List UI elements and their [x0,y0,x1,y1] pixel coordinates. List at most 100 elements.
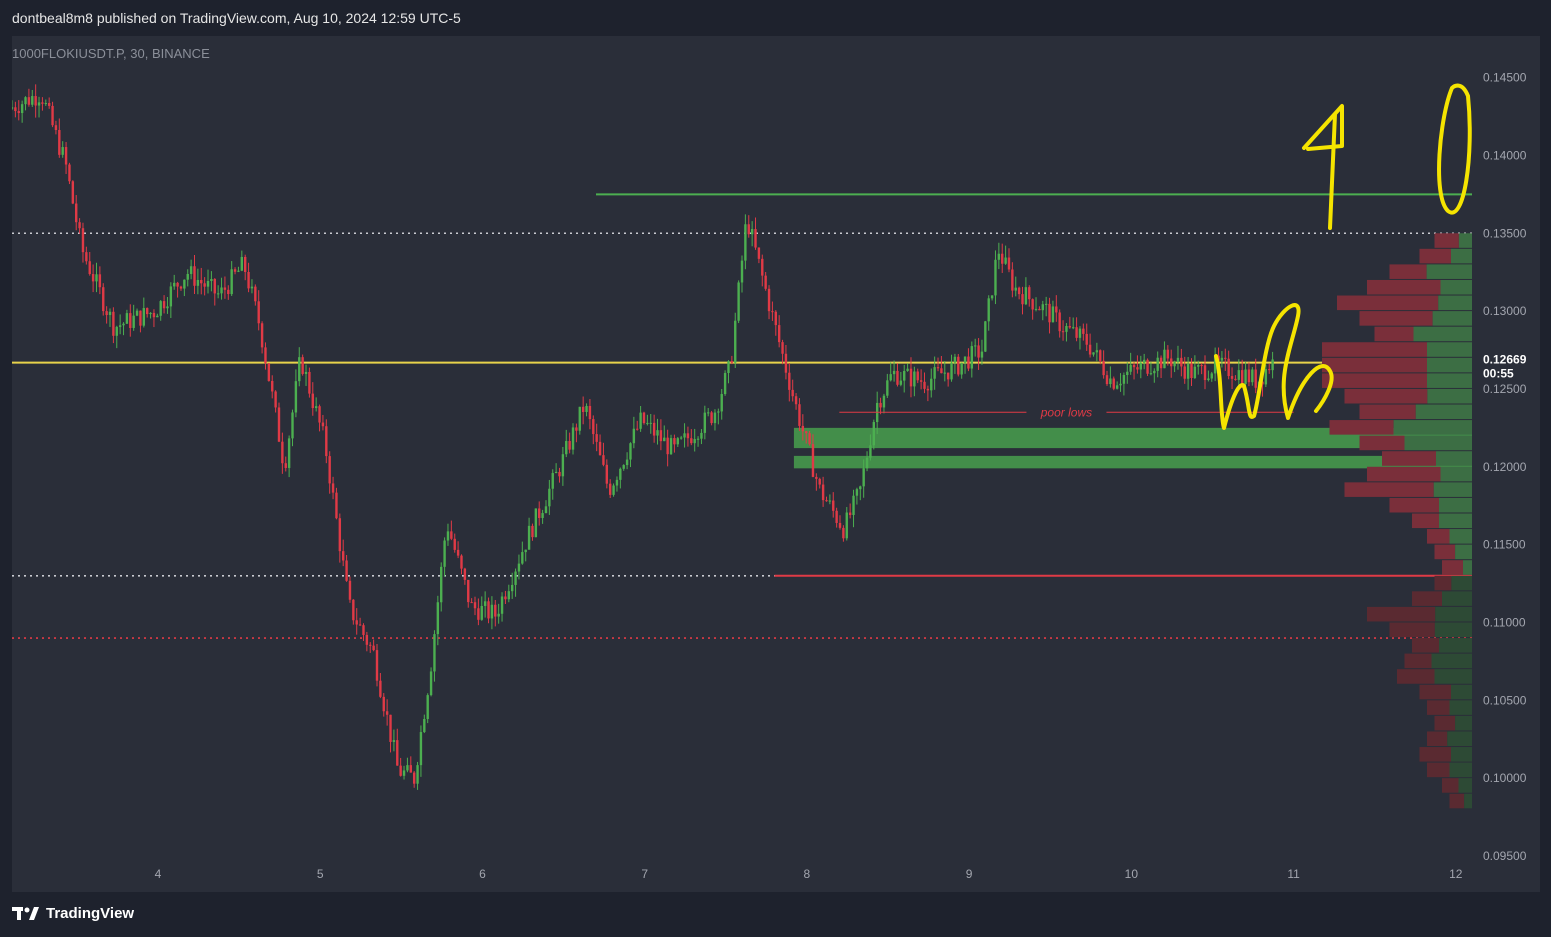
candle-body [625,459,629,466]
volume-profile-buy [1442,591,1472,606]
candle-body [206,280,210,287]
candle-body [761,258,764,276]
volume-profile-sell [1322,357,1427,373]
volume-profile-buy [1427,388,1472,404]
candle-body [145,308,149,315]
candle-body [1244,369,1247,385]
candle-body [558,471,561,477]
candle-body [717,411,720,413]
candle-body [872,422,876,446]
candle-body [906,368,909,371]
candle-body [659,430,663,442]
volume-profile-buy [1449,529,1472,544]
candle-body [115,326,118,336]
volume-profile-sell [1419,747,1451,762]
volume-profile-sell [1329,420,1394,435]
candle-body [977,345,980,358]
candle-body [524,549,527,553]
time-tick-label: 4 [155,867,162,881]
candle-body [953,356,957,363]
volume-profile-buy [1455,544,1472,560]
candle-body [34,96,37,106]
volume-profile-sell [1344,482,1434,497]
candle-body [1136,367,1139,370]
candle-body [1146,359,1149,374]
candle-body [291,412,294,439]
candle-body [865,457,869,469]
demand-zone-2 [793,455,1472,469]
candle-body [548,488,551,507]
candle-body [237,270,240,272]
candle-body [578,406,581,431]
volume-profile-sell [1412,638,1439,653]
candle-body [777,325,781,343]
candle-body [629,443,632,460]
candle-body [1170,358,1173,367]
candle-body [362,625,365,635]
volume-profile-sell [1397,669,1435,684]
candle-body [321,422,325,427]
candle-body [149,312,152,315]
candle-body [835,510,838,523]
volume-profile-sell [1389,497,1439,513]
candle-body [828,500,832,502]
candle-body [379,680,382,697]
price-chart[interactable]: poor lows 0.145000.140000.135000.130000.… [12,36,1540,892]
candle-body [605,464,609,484]
candle-body [707,412,710,414]
candle-body [565,441,568,455]
candle-body [85,252,88,262]
candle-body [1024,287,1028,305]
candle-body [652,422,656,436]
candle-body [771,311,774,313]
candle-body [869,445,872,458]
candle-body [734,320,737,363]
candle-body [683,433,686,438]
chart-pane[interactable]: poor lows 0.14500 0.14000 0.13500 0.13000 0.… [12,36,1540,892]
candle-body [105,311,108,316]
volume-profile-buy [1413,326,1472,342]
volume-profile-sell [1337,295,1439,311]
candle-body [1200,365,1203,367]
volume-profile-sell [1389,622,1435,638]
footer-brand[interactable]: TradingView [12,900,134,928]
volume-profile-sell [1419,248,1451,264]
tradingview-logo-icon [12,907,39,920]
candle-body [973,345,977,347]
candle-body [152,312,156,318]
candle-body [723,373,727,395]
candle-body [791,389,794,397]
candle-body [264,347,267,364]
candle-body [443,540,446,567]
candle-body [20,104,24,114]
candle-body [108,311,112,316]
volume-profile-sell [1359,404,1416,420]
volume-profile-buy [1464,793,1472,809]
price-tick-label: 0.13000 [1483,304,1527,318]
candle-body [24,97,27,105]
candle-body [429,671,433,696]
candle-body [669,438,673,455]
candle-body [1017,287,1021,295]
candle-body [1230,376,1234,379]
candle-body [71,181,75,204]
volume-profile-buy [1440,466,1472,482]
candle-body [713,412,717,424]
volume-profile-sell [1367,466,1441,482]
candle-body [740,260,744,283]
volume-profile-buy [1440,279,1472,295]
hand-drawings-layer [1214,83,1472,430]
candle-body [507,591,511,600]
candle-body [494,604,497,617]
candle-body [223,287,227,290]
candle-body [355,620,358,625]
candle-body [419,732,423,766]
volume-profile-sell [1427,529,1450,544]
candle-body [1129,364,1132,372]
candle-body [575,427,578,431]
candle-body [81,228,85,253]
candle-body [233,269,237,272]
candle-body [852,495,855,515]
candle-body [984,321,987,352]
candle-body [815,476,818,479]
